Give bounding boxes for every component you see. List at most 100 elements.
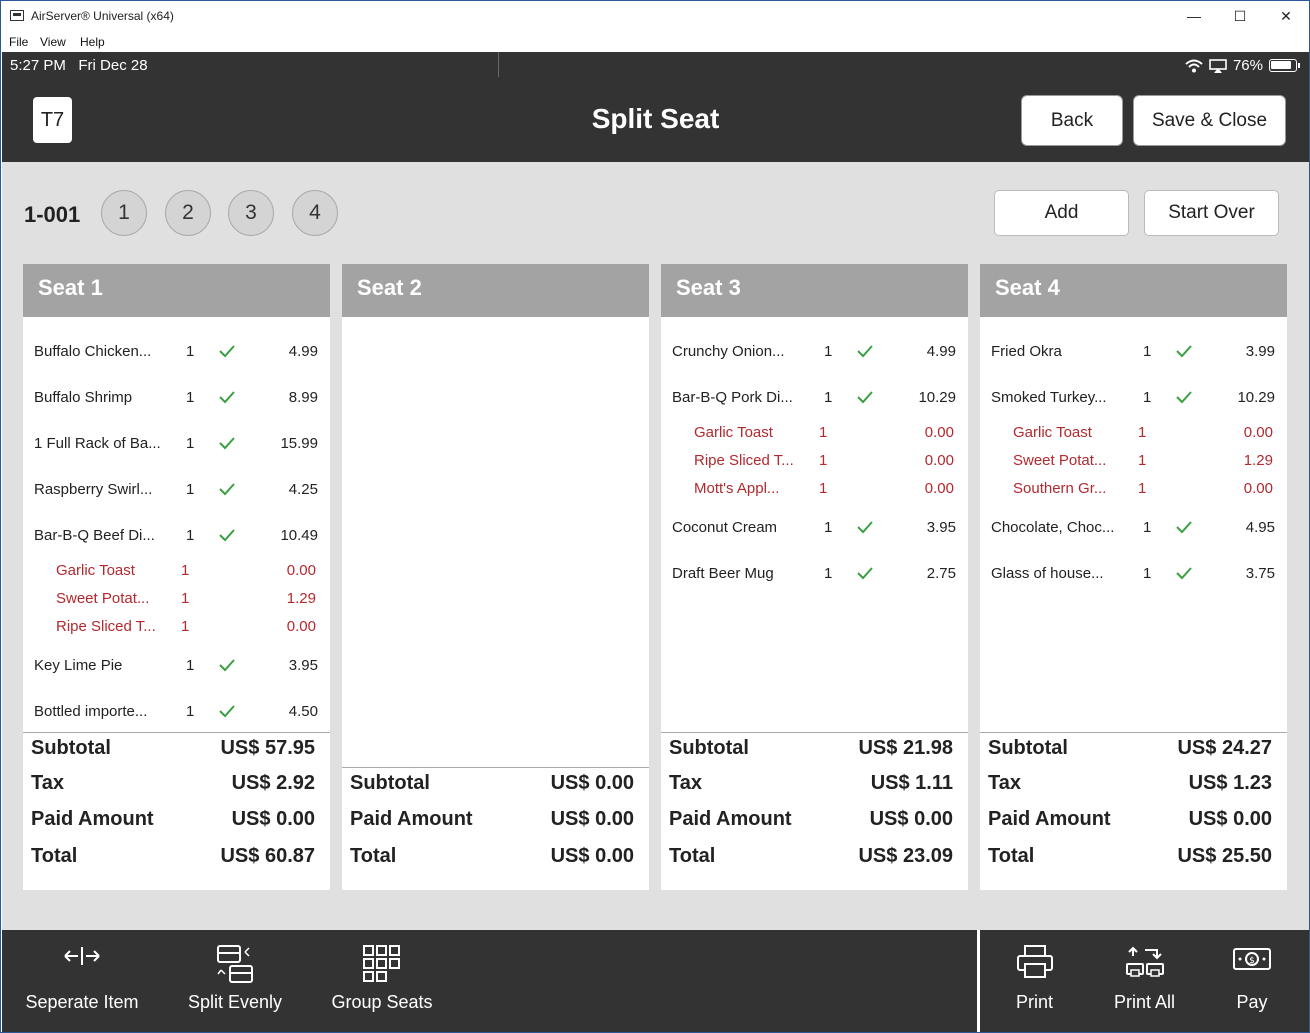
paid-label: Paid Amount [350,808,473,830]
item-price: 0.00 [1243,480,1273,497]
item-name: Garlic Toast [56,562,135,579]
item-qty: 1 [1143,565,1152,582]
item-price: 4.25 [288,481,318,498]
tax-label: Tax [669,772,702,794]
seat-selector-3[interactable]: 3 [228,190,274,236]
start-over-button[interactable]: Start Over [1144,190,1279,236]
item-name: Buffalo Shrimp [34,389,133,406]
menu-help[interactable]: Help [80,35,105,49]
total-value: US$ 0.00 [550,845,634,867]
item-qty: 1 [181,562,190,579]
item-qty: 1 [824,343,833,360]
seat-panel-4[interactable]: Seat 4 Fried Okra 1 3.99 Smoked Turkey..… [980,264,1287,890]
check-icon [219,529,235,542]
item-qty: 1 [186,527,195,544]
order-id: 1-001 [24,202,81,227]
status-right: 76% [1185,57,1300,74]
window-title: AirServer® Universal (x64) [31,9,174,23]
total-label: Total [669,845,716,867]
paid-label: Paid Amount [669,808,792,830]
item-qty: 1 [1143,389,1152,406]
paid-value: US$ 0.00 [550,808,634,830]
check-icon [219,483,235,496]
item-price: 2.75 [926,565,956,582]
item-price: 0.00 [1243,424,1273,441]
item-name: Buffalo Chicken... [34,343,152,360]
battery-percent: 76% [1232,57,1263,74]
tax-value: US$ 2.92 [231,772,315,794]
seat-selector-4[interactable]: 4 [292,190,338,236]
item-name: Glass of house... [991,565,1104,582]
save-close-button[interactable]: Save & Close [1133,95,1286,146]
item-qty: 1 [824,389,833,406]
item-name: Garlic Toast [694,424,773,441]
printer-icon [1016,945,1053,978]
item-name: Garlic Toast [1013,424,1092,441]
seat-selector-1[interactable]: 1 [101,190,147,236]
add-button[interactable]: Add [994,190,1129,236]
print-all-button[interactable]: Print All [1097,930,1192,1032]
seat-selector-2[interactable]: 2 [165,190,211,236]
item-name: Southern Gr... [1013,480,1107,497]
maximize-button[interactable]: ☐ [1233,7,1247,24]
seat-panel-1[interactable]: Seat 1 Buffalo Chicken... 1 4.99 Buffalo… [23,264,330,890]
item-name: Fried Okra [991,343,1062,360]
table-badge[interactable]: T7 [33,97,72,143]
item-qty: 1 [1138,452,1147,469]
item-qty: 1 [819,424,828,441]
print-all-icon [1125,946,1164,977]
tax-label: Tax [31,772,64,794]
separate-item-button[interactable]: Seperate Item [12,930,152,1032]
item-qty: 1 [186,343,195,360]
pay-button[interactable]: $ Pay [1207,930,1297,1032]
menu-file[interactable]: File [9,35,29,49]
paid-value: US$ 0.00 [231,808,315,830]
pay-label: Pay [1236,992,1268,1012]
seat-panel-title: Seat 3 [661,264,968,317]
subtotal-label: Subtotal [988,737,1068,759]
status-divider [498,52,499,77]
totals-divider [980,732,1287,733]
check-icon [857,345,873,358]
item-qty: 1 [181,618,190,635]
group-seats-button[interactable]: Group Seats [317,930,447,1032]
split-evenly-button[interactable]: Split Evenly [170,930,300,1032]
check-icon [219,391,235,404]
subtotal-value: US$ 24.27 [1177,737,1272,759]
total-label: Total [988,845,1035,867]
minimize-button[interactable]: — [1187,8,1201,24]
item-qty: 1 [824,519,833,536]
menu-view[interactable]: View [40,35,66,49]
seat-panel-3[interactable]: Seat 3 Crunchy Onion... 1 4.99 Bar-B-Q P… [661,264,968,890]
separate-arrows-icon [64,947,100,965]
total-value: US$ 60.87 [220,845,315,867]
item-name: Key Lime Pie [34,657,123,674]
item-name: Sweet Potat... [1013,452,1107,469]
item-qty: 1 [181,590,190,607]
seat-panel-2[interactable]: Seat 2 Subtotal US$ 0.00 Paid Amount US$… [342,264,649,890]
app-icon [10,10,24,21]
totals-divider [23,732,330,733]
back-button[interactable]: Back [1021,95,1123,146]
item-price: 3.95 [288,657,318,674]
item-name: Bar-B-Q Pork Di... [672,389,793,406]
total-label: Total [31,845,78,867]
item-qty: 1 [1143,343,1152,360]
item-name: Mott's Appl... [694,480,780,497]
tax-value: US$ 1.23 [1188,772,1272,794]
item-qty: 1 [824,565,833,582]
item-name: Bottled importe... [34,703,148,720]
item-price: 0.00 [924,424,954,441]
subtotal-label: Subtotal [669,737,749,759]
check-icon [219,705,235,718]
item-price: 3.75 [1245,565,1275,582]
item-qty: 1 [186,481,195,498]
item-price: 4.50 [288,703,318,720]
item-name: Crunchy Onion... [672,343,785,360]
close-button[interactable]: ✕ [1280,7,1292,24]
item-price: 10.29 [918,389,956,406]
print-button[interactable]: Print [992,930,1077,1032]
item-name: Coconut Cream [672,519,778,536]
total-label: Total [350,845,397,867]
status-bar: 5:27 PM Fri Dec 28 76% [2,52,1309,79]
